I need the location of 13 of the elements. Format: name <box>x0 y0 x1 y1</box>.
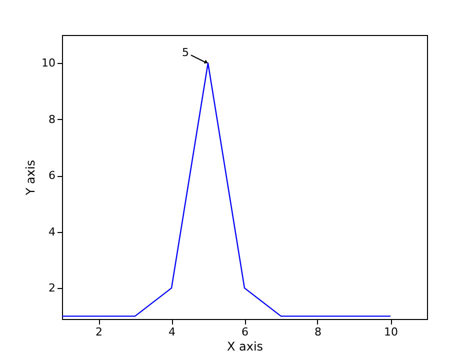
y-tick-label: 10 <box>42 56 56 70</box>
x-axis-title: X axis <box>226 340 264 354</box>
x-tick-label: 8 <box>314 326 322 338</box>
y-tick-label: 8 <box>48 112 56 126</box>
y-tick-label: 4 <box>48 225 56 238</box>
x-tick-label: 10 <box>384 326 398 338</box>
x-tick-label: 6 <box>242 326 248 338</box>
x-tick-label: 2 <box>96 326 102 338</box>
y-tick-label: 2 <box>48 282 56 295</box>
annotation: 5 <box>182 46 189 60</box>
y-axis-title: Y axis <box>24 160 38 196</box>
x-tick-label: 4 <box>168 326 176 338</box>
y-tick-label: 6 <box>48 169 56 182</box>
